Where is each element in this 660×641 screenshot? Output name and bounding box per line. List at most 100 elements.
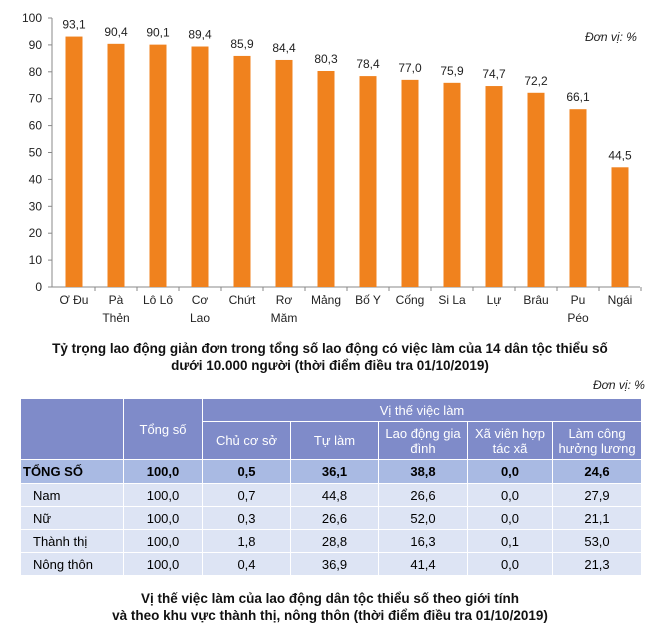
chart-title: Tỷ trọng lao động giản đơn trong tổng số… [0,340,660,374]
cell-value: 41,4 [378,552,468,576]
bar-value-label: 90,1 [146,26,170,40]
cell-value: 0,0 [467,459,553,484]
x-tick-label: Péo [567,311,589,325]
cell-value: 36,1 [290,459,379,484]
cell-value: 0,0 [467,483,553,507]
x-tick-label: Lự [487,293,502,307]
cell-value: 0,0 [467,506,553,530]
y-tick-label: 10 [29,253,43,267]
row-label: Nông thôn [20,552,124,576]
x-tick-label: Pà [109,293,124,307]
bar-value-label: 74,7 [482,67,506,81]
x-tick-label: Bố Y [355,293,381,307]
y-tick-label: 30 [29,199,43,213]
cell-value: 100,0 [123,483,203,507]
row-label: TỔNG SỐ [20,459,124,484]
x-tick-label: Ngái [608,293,633,307]
y-tick-label: 100 [22,11,42,25]
y-tick-label: 70 [29,92,43,106]
x-tick-label: Rơ [276,293,293,307]
cell-value: 100,0 [123,459,203,484]
bar [485,86,503,287]
y-tick-label: 50 [29,146,43,160]
bar [275,59,293,287]
bar [611,167,629,287]
bar-value-label: 90,4 [104,25,128,39]
bar-value-label: 84,4 [272,41,296,55]
x-tick-label: Pu [571,293,586,307]
cell-value: 21,3 [552,552,642,576]
y-tick-label: 0 [35,280,42,294]
y-tick-label: 60 [29,119,43,133]
y-tick-label: 80 [29,65,43,79]
x-tick-label: Lô Lô [143,293,173,307]
x-tick-label: Lao [190,311,210,325]
cell-value: 28,8 [290,529,379,553]
bar [443,82,461,287]
table-row: TỔNG SỐ 100,0 0,5 36,1 38,8 0,0 24,6 [20,459,642,484]
cell-value: 36,9 [290,552,379,576]
y-tick-label: 90 [29,38,43,52]
x-tick-label: Măm [271,311,298,325]
cell-value: 0,5 [202,459,291,484]
cell-value: 0,7 [202,483,291,507]
cell-value: 38,8 [378,459,468,484]
header-col: Lao động gia đình [378,421,468,460]
employment-status-table: Tổng số Vị thế việc làm Chủ cơ sở Tự làm… [20,398,642,576]
header-blank [20,398,124,460]
bar [527,92,545,287]
bar [317,70,335,287]
chart-title-line: Tỷ trọng lao động giản đơn trong tổng số… [52,341,608,356]
row-label: Nam [20,483,124,507]
bar [65,36,83,287]
cell-value: 26,6 [378,483,468,507]
bar [191,46,209,287]
x-tick-label: Cơ [192,293,209,307]
y-tick-label: 20 [29,226,43,240]
x-tick-label: Mảng [311,293,341,307]
bar-value-label: 77,0 [398,61,422,75]
cell-value: 0,0 [467,552,553,576]
cell-value: 53,0 [552,529,642,553]
bar-value-label: 85,9 [230,37,254,51]
bar-value-label: 93,1 [62,18,86,32]
bar [149,44,167,288]
cell-value: 16,3 [378,529,468,553]
bar-chart: 0 10 20 30 40 50 60 70 80 90 100 93,1 Ơ Đu 90,4 Pà Thẻn… [22,11,642,325]
cell-value: 24,6 [552,459,642,484]
table-caption-line: Vị thế việc làm của lao động dân tộc thi… [141,591,519,606]
bar-value-label: 78,4 [356,57,380,71]
bar-value-label: 89,4 [188,28,212,42]
bar [233,55,251,287]
bar [359,76,377,287]
bar-value-label: 44,5 [608,148,632,162]
cell-value: 100,0 [123,552,203,576]
cell-value: 21,1 [552,506,642,530]
table-row: Thành thị 100,0 1,8 28,8 16,3 0,1 53,0 [20,529,642,553]
x-tick-label: Si La [438,293,466,307]
cell-value: 27,9 [552,483,642,507]
cell-value: 1,8 [202,529,291,553]
bar-value-label: 72,2 [524,74,548,88]
cell-value: 100,0 [123,529,203,553]
bar [401,79,419,288]
cell-value: 100,0 [123,506,203,530]
bar-value-label: 66,1 [566,90,590,104]
table-unit: Đơn vị: % [593,378,645,392]
table-row: Nông thôn 100,0 0,4 36,9 41,4 0,0 21,3 [20,552,642,576]
x-tick-label: Ơ Đu [60,293,89,307]
header-col: Chủ cơ sở [202,421,291,460]
x-tick-label: Cống [396,293,425,307]
cell-value: 0,1 [467,529,553,553]
cell-value: 52,0 [378,506,468,530]
table-caption: Vị thế việc làm của lao động dân tộc thi… [0,590,660,624]
cell-value: 44,8 [290,483,379,507]
table-caption-line: và theo khu vực thành thị, nông thôn (th… [112,608,548,623]
chart-unit: Đơn vị: % [585,30,637,44]
header-total: Tổng số [123,398,203,460]
header-col: Làm công hưởng lương [552,421,642,460]
bar [569,109,587,287]
table-row: Nam 100,0 0,7 44,8 26,6 0,0 27,9 [20,483,642,507]
x-tick-label: Brâu [523,293,548,307]
chart-title-line: dưới 10.000 người (thời điểm điều tra 01… [171,358,489,373]
